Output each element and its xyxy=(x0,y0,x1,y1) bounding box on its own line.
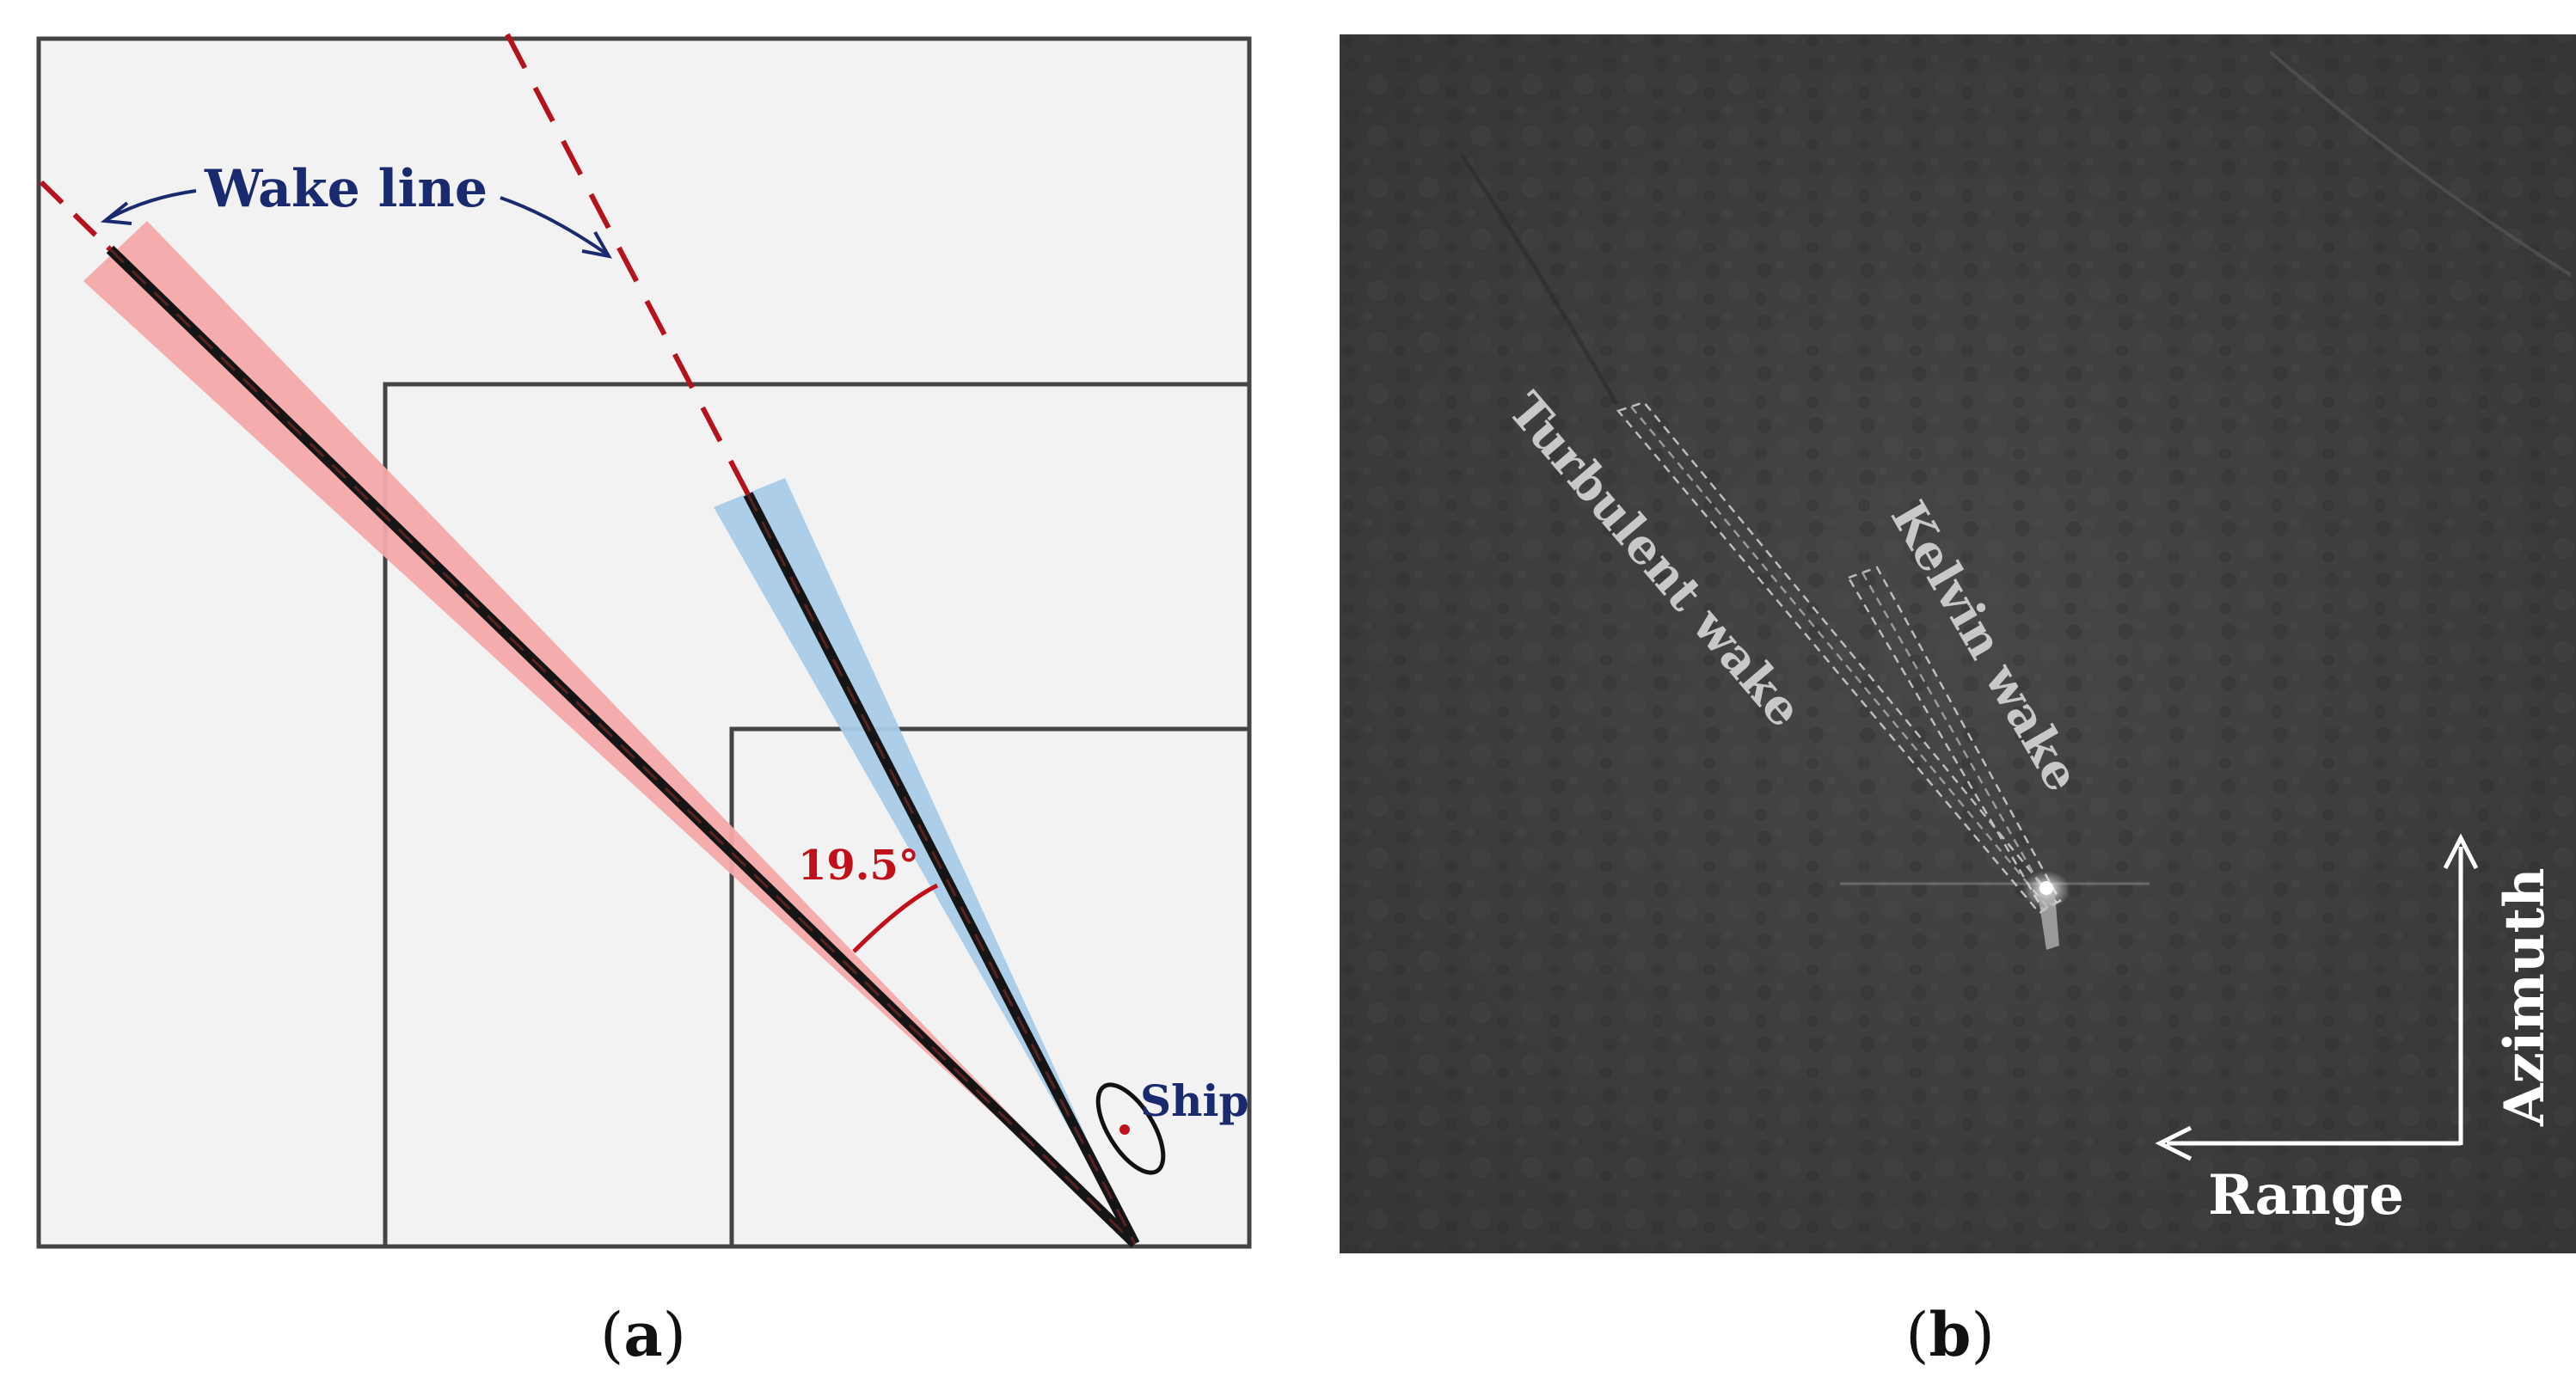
panel-a-outer-frame xyxy=(36,36,1252,1249)
panel-b-caption: (b) xyxy=(1905,1299,1995,1370)
panel-a-caption: (a) xyxy=(600,1299,686,1370)
wake-line-arrowhead-left xyxy=(100,201,132,225)
panel-a-diagram: Wake line 19.5° Ship (a) xyxy=(36,33,1252,1370)
azimuth-label: Azimuth xyxy=(2493,867,2557,1127)
angle-arc xyxy=(852,883,939,953)
panel-a-inner-frame xyxy=(729,726,1252,1249)
blue-wake-band xyxy=(714,478,1135,1244)
range-arrowhead xyxy=(2155,1125,2193,1161)
azimuth-arrowhead xyxy=(2443,833,2479,870)
ship-label: Ship xyxy=(1140,1075,1248,1126)
red-wake-centerline-dash xyxy=(108,248,1137,1246)
angle-label: 19.5° xyxy=(798,842,919,890)
sea-streak xyxy=(1459,153,1619,406)
blue-wake-centerline-dash xyxy=(746,493,1137,1245)
ship-point xyxy=(1119,1124,1130,1135)
ship-target xyxy=(2039,881,2053,895)
kelvin-wake-inner xyxy=(1861,572,2053,906)
turbulent-wake-inner xyxy=(1630,406,2049,909)
wake-line-extension-right xyxy=(505,33,751,496)
ship-ellipse xyxy=(1095,1082,1166,1175)
wake-line-extension-left xyxy=(39,180,113,252)
ship-tail xyxy=(2038,894,2059,950)
wake-line-arrowhead-right xyxy=(581,231,612,259)
sar-image-texture xyxy=(1340,34,2576,1253)
wake-line-arrow-right xyxy=(500,196,608,255)
wake-line-label: Wake line xyxy=(204,159,488,219)
wake-line-arrow-left xyxy=(107,189,197,221)
sea-streak xyxy=(2268,50,2573,277)
panel-b-sar-image: Turbulent wake Kelvin wake Azimuth Range… xyxy=(1340,34,2576,1370)
range-label: Range xyxy=(2208,1163,2404,1228)
